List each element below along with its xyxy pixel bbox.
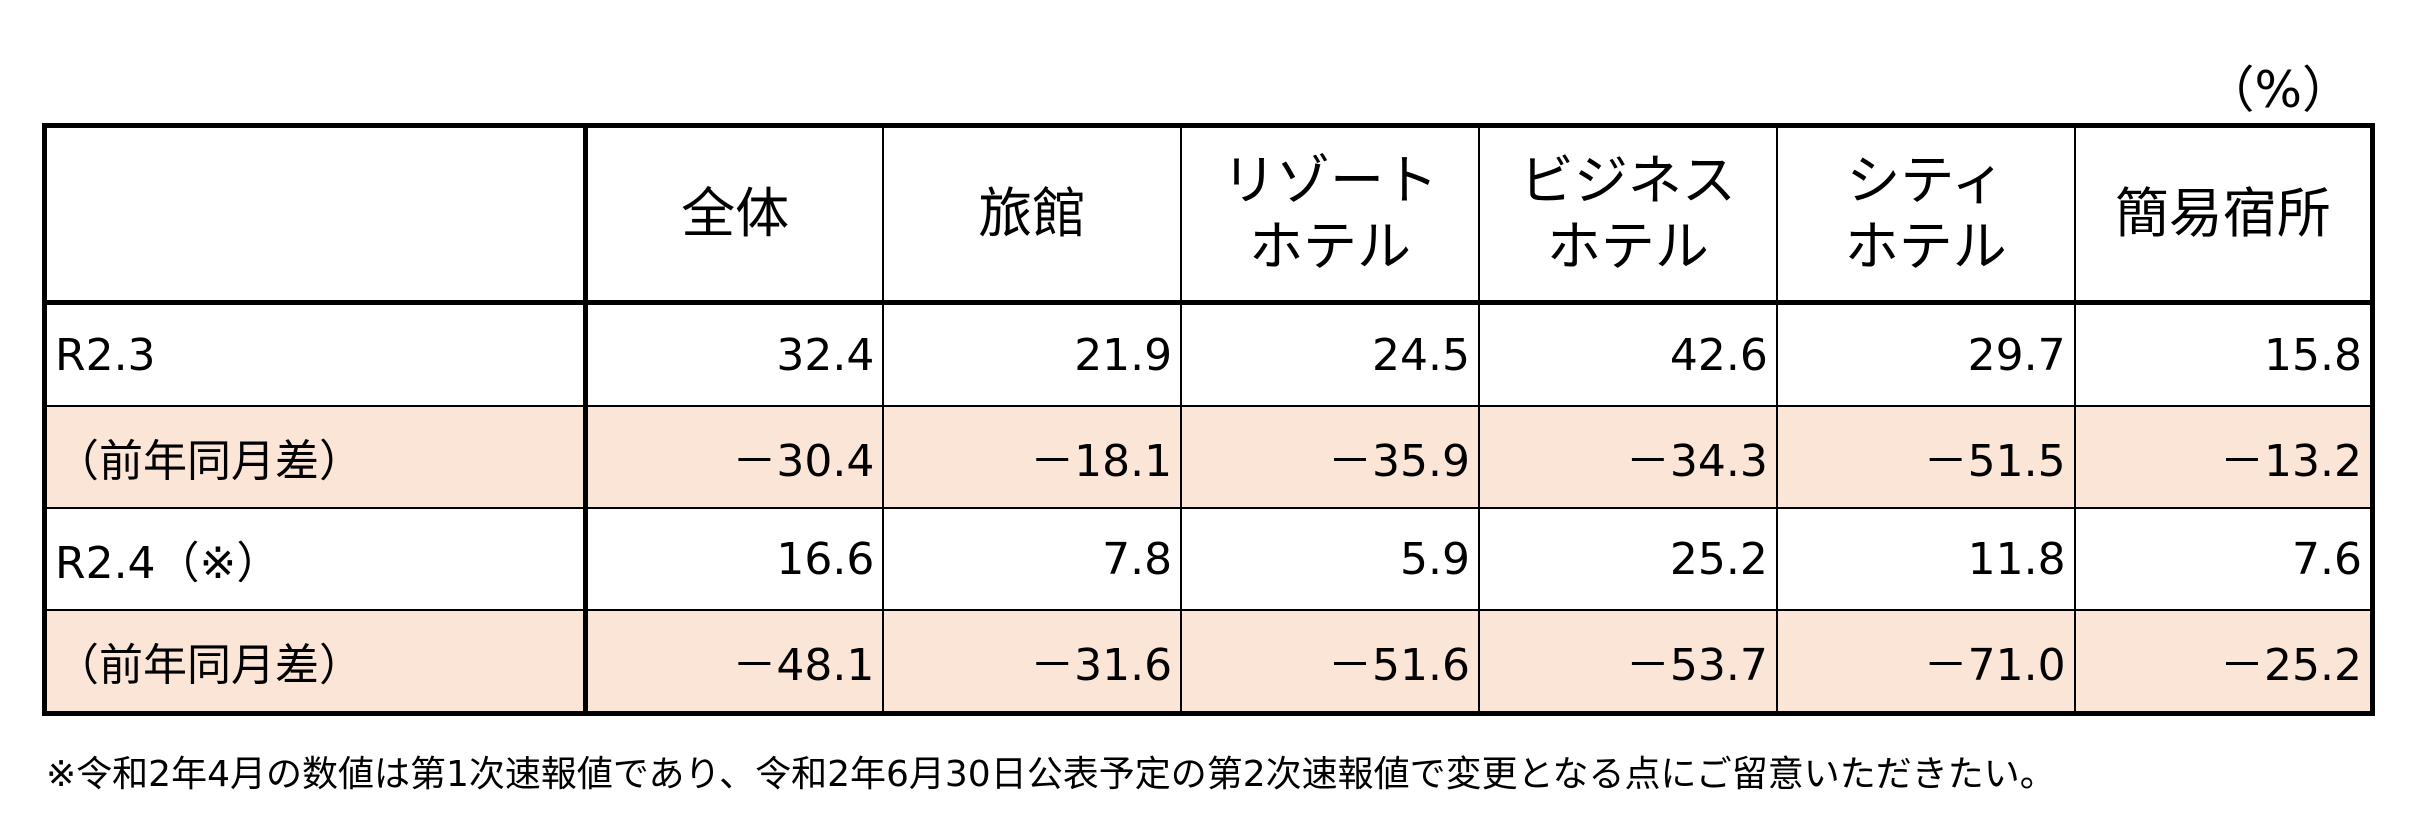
column-header: シティ ホテル	[1775, 124, 2076, 305]
column-header: リゾート ホテル	[1180, 124, 1480, 305]
cell-value: －71.0	[1775, 609, 2076, 715]
cell-value: －18.1	[882, 405, 1183, 509]
column-header: 旅館	[882, 124, 1183, 305]
footnote: ※令和2年4月の数値は第1次速報値であり、令和2年6月30日公表予定の第2次速報…	[46, 754, 2056, 795]
cell-value: －30.4	[584, 405, 885, 509]
occupancy-table: 全体 旅館 リゾート ホテル ビジネス ホテル シティ ホテル 簡易宿所 R2.3 32.4…	[42, 123, 2375, 716]
cell-value: 15.8	[2073, 301, 2374, 407]
table-body: R2.3 32.4 21.9 24.5 42.6 29.7 15.8 （前年同月差） －30.4…	[43, 301, 2374, 715]
cell-value: 16.6	[584, 507, 885, 611]
cell-value: －35.9	[1180, 405, 1480, 509]
cell-value: 42.6	[1477, 301, 1778, 407]
table-row: （前年同月差） －30.4 －18.1 －35.9 －34.3 －51.5 －13.2	[43, 405, 2374, 509]
cell-value: 7.6	[2073, 507, 2374, 611]
cell-value: －53.7	[1477, 609, 1778, 715]
cell-value: －31.6	[882, 609, 1183, 715]
row-label: （前年同月差）	[43, 405, 588, 509]
cell-value: 32.4	[584, 301, 885, 407]
table-row: R2.4（※） 16.6 7.8 5.9 25.2 11.8 7.6	[43, 507, 2374, 611]
cell-value: －48.1	[584, 609, 885, 715]
cell-value: －34.3	[1477, 405, 1778, 509]
cell-value: 25.2	[1477, 507, 1778, 611]
table-row: （前年同月差） －48.1 －31.6 －51.6 －53.7 －71.0 －25.2	[43, 609, 2374, 715]
row-label: （前年同月差）	[43, 609, 588, 715]
header-row: 全体 旅館 リゾート ホテル ビジネス ホテル シティ ホテル 簡易宿所	[43, 124, 2374, 305]
unit-label: （%）	[2204, 61, 2352, 119]
cell-value: －51.6	[1180, 609, 1480, 715]
cell-value: 7.8	[882, 507, 1183, 611]
cell-value: －13.2	[2073, 405, 2374, 509]
cell-value: －25.2	[2073, 609, 2374, 715]
cell-value: 5.9	[1180, 507, 1480, 611]
cell-value: －51.5	[1775, 405, 2076, 509]
blank-header	[43, 124, 588, 305]
cell-value: 21.9	[882, 301, 1183, 407]
row-label: R2.3	[43, 301, 588, 407]
cell-value: 29.7	[1775, 301, 2076, 407]
column-header: 簡易宿所	[2073, 124, 2374, 305]
column-header: ビジネス ホテル	[1477, 124, 1778, 305]
table-row: R2.3 32.4 21.9 24.5 42.6 29.7 15.8	[43, 301, 2374, 407]
cell-value: 24.5	[1180, 301, 1480, 407]
column-header: 全体	[584, 124, 885, 305]
row-label: R2.4（※）	[43, 507, 588, 611]
cell-value: 11.8	[1775, 507, 2076, 611]
